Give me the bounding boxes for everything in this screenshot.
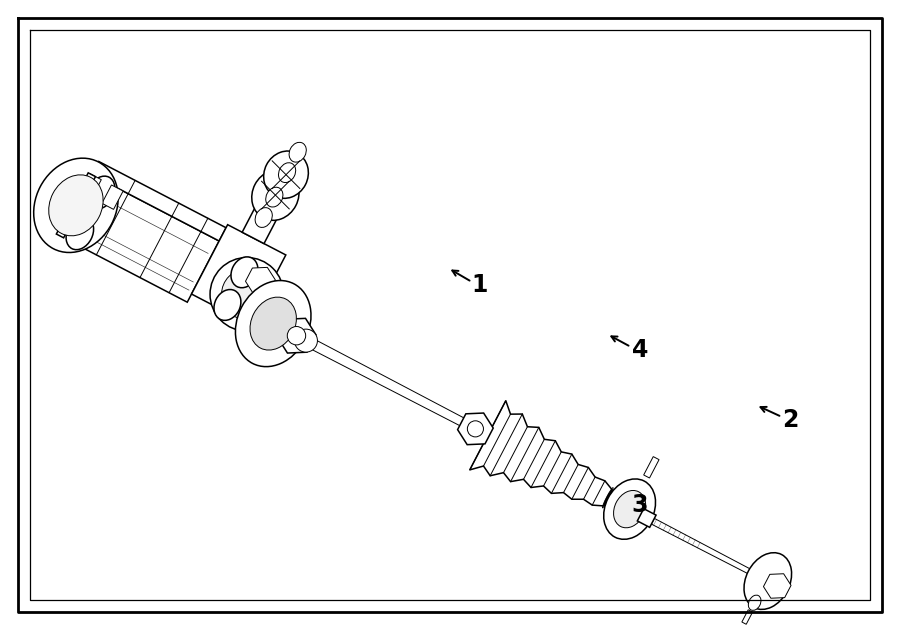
- Ellipse shape: [236, 280, 311, 367]
- Circle shape: [221, 269, 272, 319]
- Polygon shape: [644, 457, 659, 478]
- Polygon shape: [80, 174, 102, 198]
- Ellipse shape: [289, 142, 306, 162]
- Ellipse shape: [49, 175, 104, 236]
- Ellipse shape: [278, 163, 296, 183]
- Polygon shape: [763, 574, 791, 598]
- Ellipse shape: [33, 158, 118, 253]
- Ellipse shape: [614, 491, 645, 528]
- Ellipse shape: [252, 170, 299, 220]
- Polygon shape: [57, 173, 95, 238]
- Ellipse shape: [214, 290, 241, 321]
- Polygon shape: [264, 165, 297, 205]
- Ellipse shape: [255, 208, 273, 227]
- Circle shape: [287, 326, 306, 345]
- Polygon shape: [60, 175, 219, 302]
- Circle shape: [210, 258, 284, 331]
- Ellipse shape: [231, 257, 258, 288]
- Polygon shape: [92, 161, 226, 241]
- Polygon shape: [457, 413, 493, 445]
- Ellipse shape: [264, 151, 309, 198]
- Polygon shape: [192, 225, 286, 324]
- Polygon shape: [242, 195, 284, 244]
- Polygon shape: [742, 610, 752, 624]
- Ellipse shape: [744, 553, 792, 609]
- Polygon shape: [637, 508, 656, 527]
- Ellipse shape: [66, 217, 94, 249]
- Ellipse shape: [87, 176, 115, 209]
- Polygon shape: [102, 185, 123, 209]
- Circle shape: [294, 329, 318, 352]
- Polygon shape: [277, 318, 316, 353]
- Ellipse shape: [250, 297, 296, 350]
- Text: 3: 3: [632, 493, 648, 517]
- Ellipse shape: [266, 187, 283, 207]
- Ellipse shape: [749, 595, 761, 610]
- Ellipse shape: [604, 479, 655, 539]
- Polygon shape: [470, 401, 612, 506]
- Text: 2: 2: [782, 408, 798, 432]
- Polygon shape: [246, 267, 275, 294]
- Text: 1: 1: [472, 273, 488, 297]
- Circle shape: [467, 421, 483, 437]
- Text: 4: 4: [632, 338, 648, 362]
